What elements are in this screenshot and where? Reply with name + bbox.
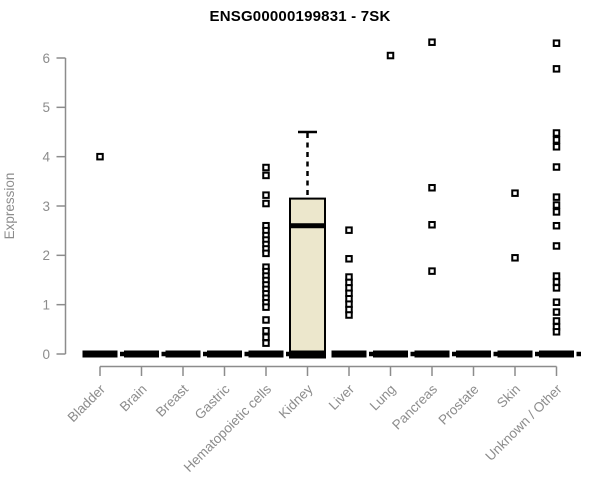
- outlier-point: [428, 183, 436, 192]
- outlier-point: [511, 254, 519, 262]
- zero-box-bar: [290, 350, 325, 358]
- outlier-point: [262, 249, 270, 258]
- x-tick-label: Gastric: [192, 381, 233, 422]
- zero-box-bar: [456, 350, 491, 358]
- y-tick-label: 3: [42, 199, 50, 214]
- zero-outlier-point: [120, 351, 125, 357]
- zero-box-bar: [248, 350, 284, 358]
- outlier-point: [262, 316, 270, 324]
- outlier-point: [262, 163, 270, 172]
- zero-outlier-point: [286, 351, 291, 357]
- outlier-point: [262, 171, 270, 180]
- outlier-point: [262, 339, 270, 347]
- zero-outlier-point: [576, 351, 581, 357]
- outlier-point: [511, 189, 519, 197]
- y-tick-label: 1: [42, 297, 50, 312]
- y-tick-label: 6: [42, 51, 50, 66]
- zero-box-bar: [207, 350, 242, 358]
- outlier-point: [552, 201, 561, 209]
- outlier-point: [552, 317, 561, 325]
- x-tick-label: Unknown / Other: [482, 381, 565, 464]
- outlier-point: [552, 242, 561, 250]
- outlier-point: [428, 38, 436, 46]
- outlier-point: [552, 278, 561, 286]
- zero-box-bar: [124, 350, 159, 358]
- outlier-point: [552, 65, 561, 73]
- zero-outlier-point: [493, 351, 498, 357]
- zero-box-bar: [331, 350, 367, 358]
- outlier-point: [262, 327, 270, 335]
- outlier-point: [552, 136, 561, 144]
- x-tick-label: Bladder: [65, 381, 109, 425]
- outlier-point: [262, 191, 270, 199]
- outlier-point: [552, 298, 561, 306]
- x-tick-label: Pancreas: [389, 381, 440, 432]
- outlier-point: [552, 208, 561, 216]
- zero-outlier-point: [244, 351, 249, 357]
- x-tick-label: Liver: [326, 381, 358, 413]
- x-tick-label: Breast: [153, 381, 191, 419]
- x-tick-label: Skin: [494, 382, 523, 411]
- outlier-point: [552, 221, 561, 230]
- outlier-point: [428, 220, 436, 229]
- zero-box-bar: [539, 350, 574, 358]
- zero-box-bar: [414, 350, 450, 358]
- zero-outlier-point: [369, 351, 374, 357]
- zero-outlier-point: [203, 351, 208, 357]
- zero-box-bar: [82, 350, 118, 358]
- outlier-point: [428, 267, 436, 275]
- zero-outlier-point: [161, 351, 166, 357]
- outlier-point: [386, 51, 395, 60]
- y-tick-label: 4: [42, 149, 50, 164]
- zero-outlier-point: [535, 351, 540, 357]
- x-tick-label: Kidney: [276, 381, 316, 421]
- outlier-point: [552, 129, 561, 137]
- outlier-point: [345, 311, 353, 319]
- outlier-point: [552, 308, 561, 316]
- outlier-point: [552, 284, 561, 292]
- outlier-point: [552, 328, 561, 336]
- outlier-point: [552, 193, 561, 201]
- outlier-point: [552, 39, 561, 47]
- box: [289, 197, 326, 359]
- outlier-point: [552, 163, 561, 171]
- x-tick-label: Lung: [367, 382, 399, 414]
- outlier-point: [345, 255, 353, 263]
- outlier-point: [552, 143, 561, 151]
- zero-outlier-point: [452, 351, 457, 357]
- outlier-point: [96, 152, 104, 161]
- y-tick-label: 0: [42, 347, 50, 362]
- median-line: [290, 223, 325, 229]
- zero-box-bar: [373, 350, 408, 358]
- outlier-point: [345, 226, 353, 234]
- outlier-point: [552, 272, 561, 280]
- x-tick-label: Prostate: [435, 382, 481, 428]
- chart-title: ENSG00000199831 - 7SK: [209, 8, 391, 25]
- zero-outlier-point: [410, 351, 415, 357]
- zero-box-bar: [497, 350, 533, 358]
- y-tick-label: 2: [42, 248, 50, 263]
- zero-box-bar: [165, 350, 201, 358]
- outlier-point: [262, 199, 270, 208]
- y-tick-label: 5: [42, 100, 50, 115]
- outlier-point: [262, 333, 270, 341]
- x-tick-label: Brain: [117, 382, 150, 415]
- outlier-point: [262, 303, 270, 311]
